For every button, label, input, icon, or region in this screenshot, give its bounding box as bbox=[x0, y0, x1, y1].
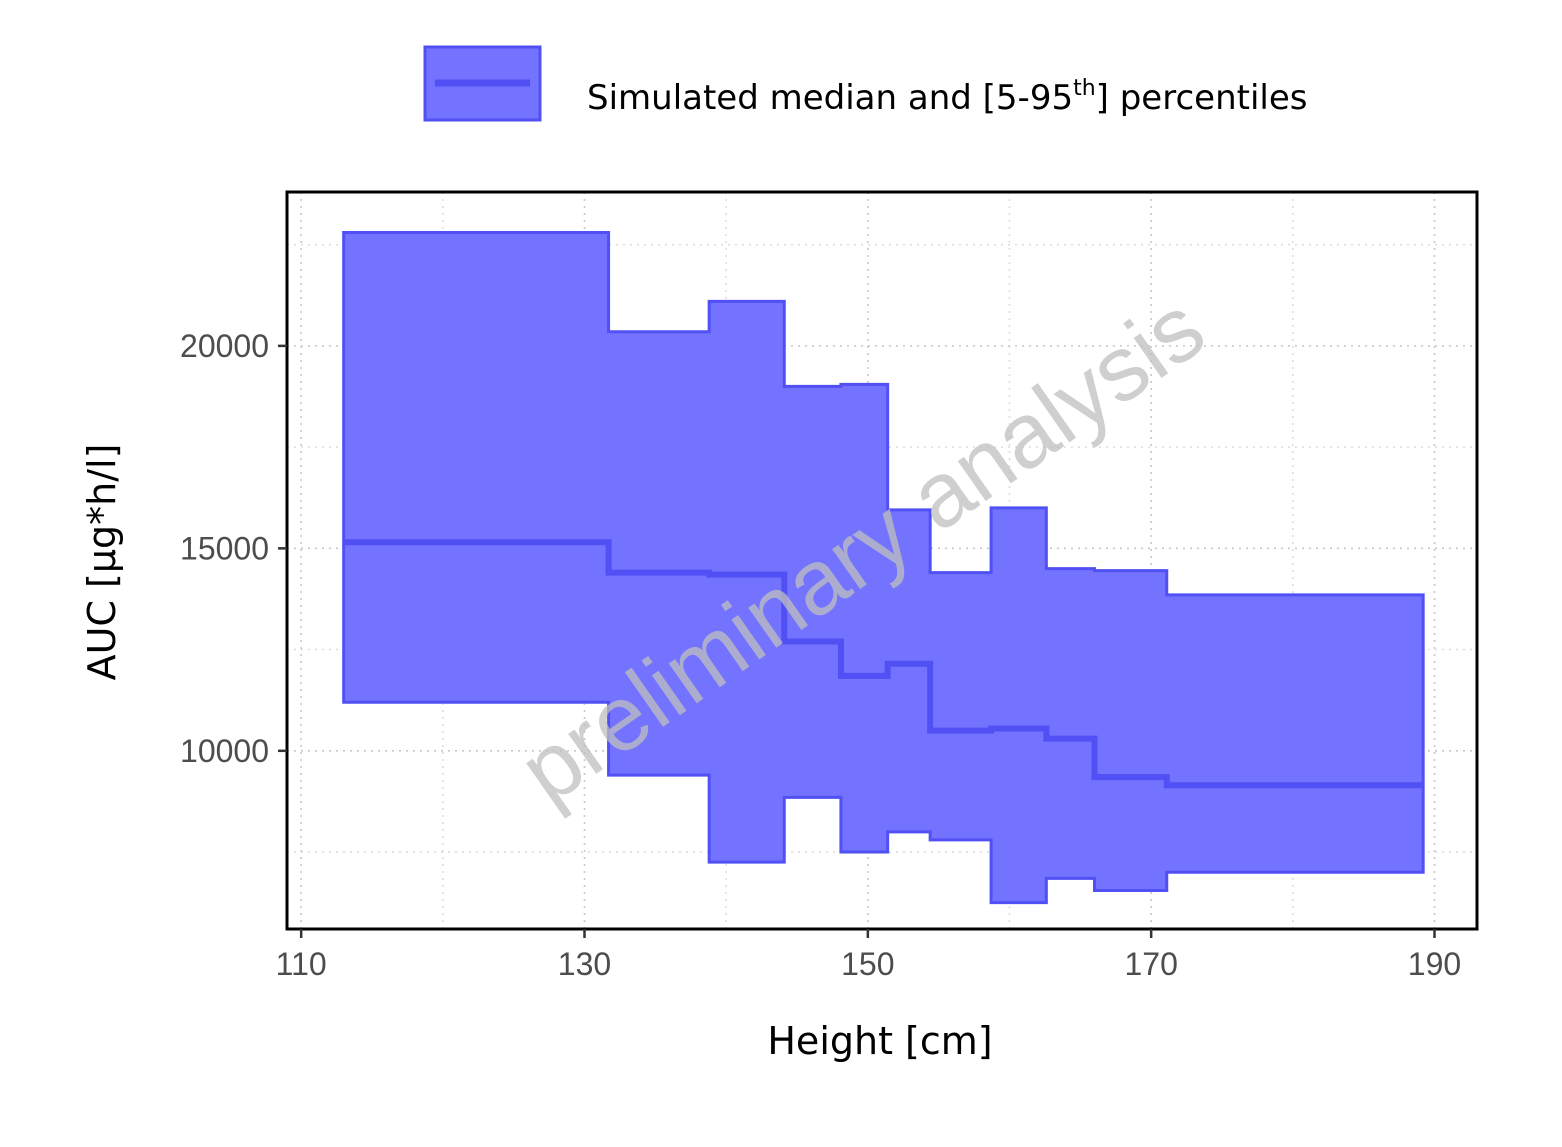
x-tick-label: 110 bbox=[276, 946, 327, 982]
legend-label: Simulated median and [5-95th] percentile… bbox=[587, 76, 1307, 118]
legend: Simulated median and [5-95th] percentile… bbox=[423, 45, 1307, 122]
x-axis-title: Height [cm] bbox=[767, 1019, 992, 1063]
y-tick-label: 10000 bbox=[180, 733, 269, 769]
x-tick-label: 170 bbox=[1124, 946, 1177, 982]
y-tick-label: 20000 bbox=[180, 328, 269, 364]
x-axis: 110 130 150 170 190 bbox=[276, 927, 1477, 982]
x-tick-label: 150 bbox=[841, 946, 894, 982]
y-tick-label: 15000 bbox=[180, 530, 269, 566]
y-axis: 10000 15000 20000 bbox=[180, 192, 289, 929]
x-tick-label: 130 bbox=[558, 946, 611, 982]
percentile-band bbox=[342, 230, 1425, 905]
x-tick-label: 190 bbox=[1408, 946, 1461, 982]
legend-label-sup: th bbox=[1073, 76, 1096, 101]
legend-label-main: Simulated median and [5-95 bbox=[587, 78, 1073, 118]
legend-label-end: ] percentiles bbox=[1096, 78, 1308, 118]
y-axis-title: AUC [µg*h/l] bbox=[80, 444, 124, 681]
median-line bbox=[343, 539, 1424, 789]
plot-panel: preliminary analysis bbox=[285, 190, 1479, 931]
